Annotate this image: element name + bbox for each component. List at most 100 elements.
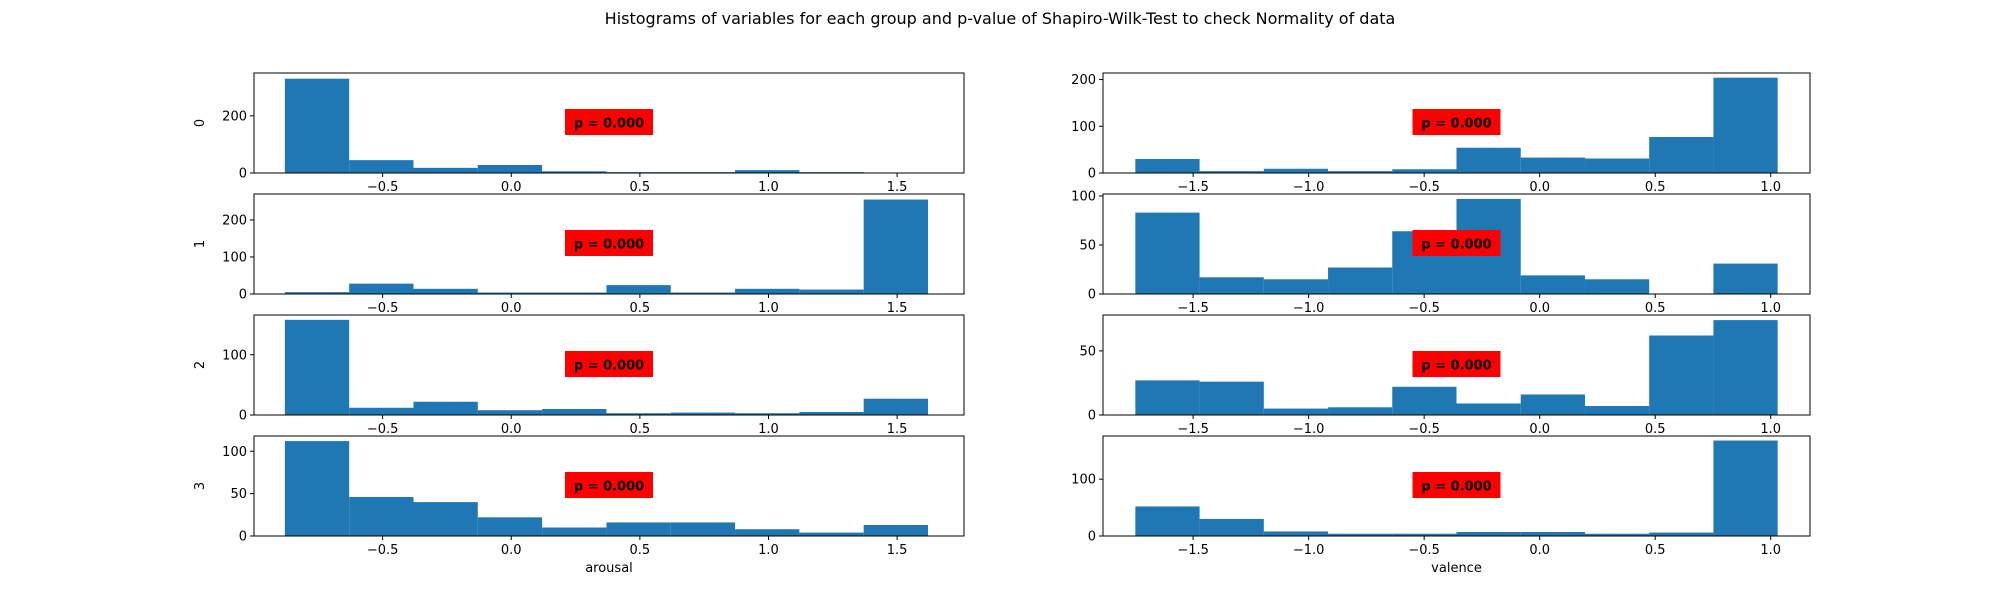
x-tick-label: 1.5 (887, 543, 908, 558)
histogram-bar (1520, 532, 1585, 536)
histogram-bar (606, 413, 671, 415)
x-tick-label: −0.5 (367, 543, 399, 558)
p-value-box (565, 472, 653, 498)
histogram-bar (1584, 279, 1650, 294)
histogram-bar (1713, 440, 1778, 536)
histogram-bar (863, 524, 928, 536)
x-tick-label: 1.0 (1760, 543, 1781, 558)
x-tick-label: −0.5 (1408, 180, 1440, 195)
x-tick-label: 1.0 (758, 543, 779, 558)
histogram-bar (477, 292, 543, 294)
x-tick-label: 1.5 (887, 422, 908, 437)
histogram-bar (1584, 406, 1650, 415)
x-tick-label: −1.5 (1177, 301, 1209, 316)
p-value-label: p = 0.000 (1421, 480, 1491, 495)
y-tick-label: 100 (222, 348, 247, 363)
histogram-bar (1263, 408, 1329, 415)
histogram-bar (1456, 403, 1521, 415)
histogram-bar (1135, 506, 1200, 536)
histogram-bar (542, 527, 607, 536)
histogram-bar (1713, 263, 1778, 294)
x-tick-label: 1.0 (1760, 422, 1781, 437)
histogram-bar (1135, 158, 1200, 173)
x-tick-label: 0.5 (1645, 180, 1666, 195)
histogram-bar (863, 199, 928, 294)
x-tick-label: 0.0 (501, 543, 522, 558)
subplot-valence-group-3: −1.5 −1.0 −0.5 0.0 0.5 1.0 0 100 valence p = 0.00… (1071, 435, 1811, 576)
histogram-bar (349, 160, 414, 173)
axes-frame (253, 193, 965, 295)
x-tick-label: 0.0 (1529, 543, 1550, 558)
subplot-arousal-group-0: −0.5 0.0 0.5 1.0 1.5 0 200 0 p = 0.000 (193, 72, 965, 195)
histogram-bar (670, 412, 736, 415)
y-tick-label: 0 (239, 530, 247, 545)
histogram-bar (1520, 157, 1585, 173)
histogram-bar (284, 319, 350, 415)
p-value-label: p = 0.000 (1421, 359, 1491, 374)
histogram-bar (606, 285, 671, 294)
y-tick-label: 100 (1071, 473, 1096, 488)
x-tick-label: 0.0 (1529, 301, 1550, 316)
x-tick-label: 0.5 (630, 301, 651, 316)
x-tick-label: 0.5 (630, 422, 651, 437)
x-tick-label: 1.0 (758, 180, 779, 195)
p-value-label: p = 0.000 (574, 359, 644, 374)
histogram-bar (284, 441, 350, 536)
histogram-bar (1649, 137, 1714, 173)
axes-frame (253, 314, 965, 416)
y-axis-label: 0 (193, 119, 208, 127)
histogram-bar (1392, 386, 1457, 415)
histogram-bar (863, 398, 928, 415)
histogram-bar (1713, 77, 1778, 173)
histogram-bar (670, 292, 736, 294)
x-tick-label: 0.0 (1529, 180, 1550, 195)
histogram-bar (413, 401, 478, 415)
histogram-bar (1328, 533, 1393, 536)
histogram-bar (542, 171, 607, 173)
histogram-bar (1649, 532, 1714, 536)
histogram-bar (284, 292, 350, 294)
histogram-bar (1392, 169, 1457, 173)
histogram-bar (606, 522, 671, 536)
histogram-bar (735, 288, 800, 294)
histogram-bar (799, 289, 864, 294)
y-tick-label: 200 (1071, 73, 1096, 88)
histogram-bar (349, 497, 414, 536)
p-value-label: p = 0.000 (574, 117, 644, 132)
histogram-bar (1520, 275, 1585, 294)
x-tick-label: 0.5 (630, 543, 651, 558)
histogram-bar (477, 410, 543, 415)
p-value-box (1412, 472, 1501, 498)
y-tick-label: 0 (1088, 288, 1096, 303)
x-tick-label: −0.5 (1408, 301, 1440, 316)
p-value-box (565, 351, 653, 377)
p-value-label: p = 0.000 (1421, 117, 1491, 132)
x-tick-label: 0.5 (1645, 301, 1666, 316)
x-tick-label: 1.5 (887, 301, 908, 316)
x-tick-label: −0.5 (367, 180, 399, 195)
subplot-arousal-group-3: −0.5 0.0 0.5 1.0 1.5 0 50 100 3 arousal p = 0.000 (193, 435, 965, 576)
histogram-bar (1135, 380, 1200, 415)
p-value-box (565, 109, 653, 135)
y-axis-label: 2 (193, 361, 208, 369)
x-tick-label: −0.5 (367, 422, 399, 437)
histogram-bar (413, 288, 478, 294)
histogram-bar (670, 522, 736, 536)
x-tick-label: −0.5 (1408, 543, 1440, 558)
y-axis-label: 3 (193, 482, 208, 490)
p-value-label: p = 0.000 (574, 238, 644, 253)
p-value-box (1412, 351, 1501, 377)
x-tick-label: 1.0 (1760, 301, 1781, 316)
x-tick-label: 0.5 (1645, 543, 1666, 558)
histogram-bar (1263, 168, 1329, 173)
x-axis-label: valence (1431, 561, 1482, 576)
x-tick-label: 1.0 (758, 422, 779, 437)
x-tick-label: 0.5 (1645, 422, 1666, 437)
histogram-bar (349, 407, 414, 415)
p-value-label: p = 0.000 (574, 480, 644, 495)
histogram-bar (1584, 533, 1650, 536)
y-tick-label: 100 (1071, 189, 1096, 204)
histogram-bar (1584, 158, 1650, 173)
histogram-bar (1199, 277, 1264, 294)
